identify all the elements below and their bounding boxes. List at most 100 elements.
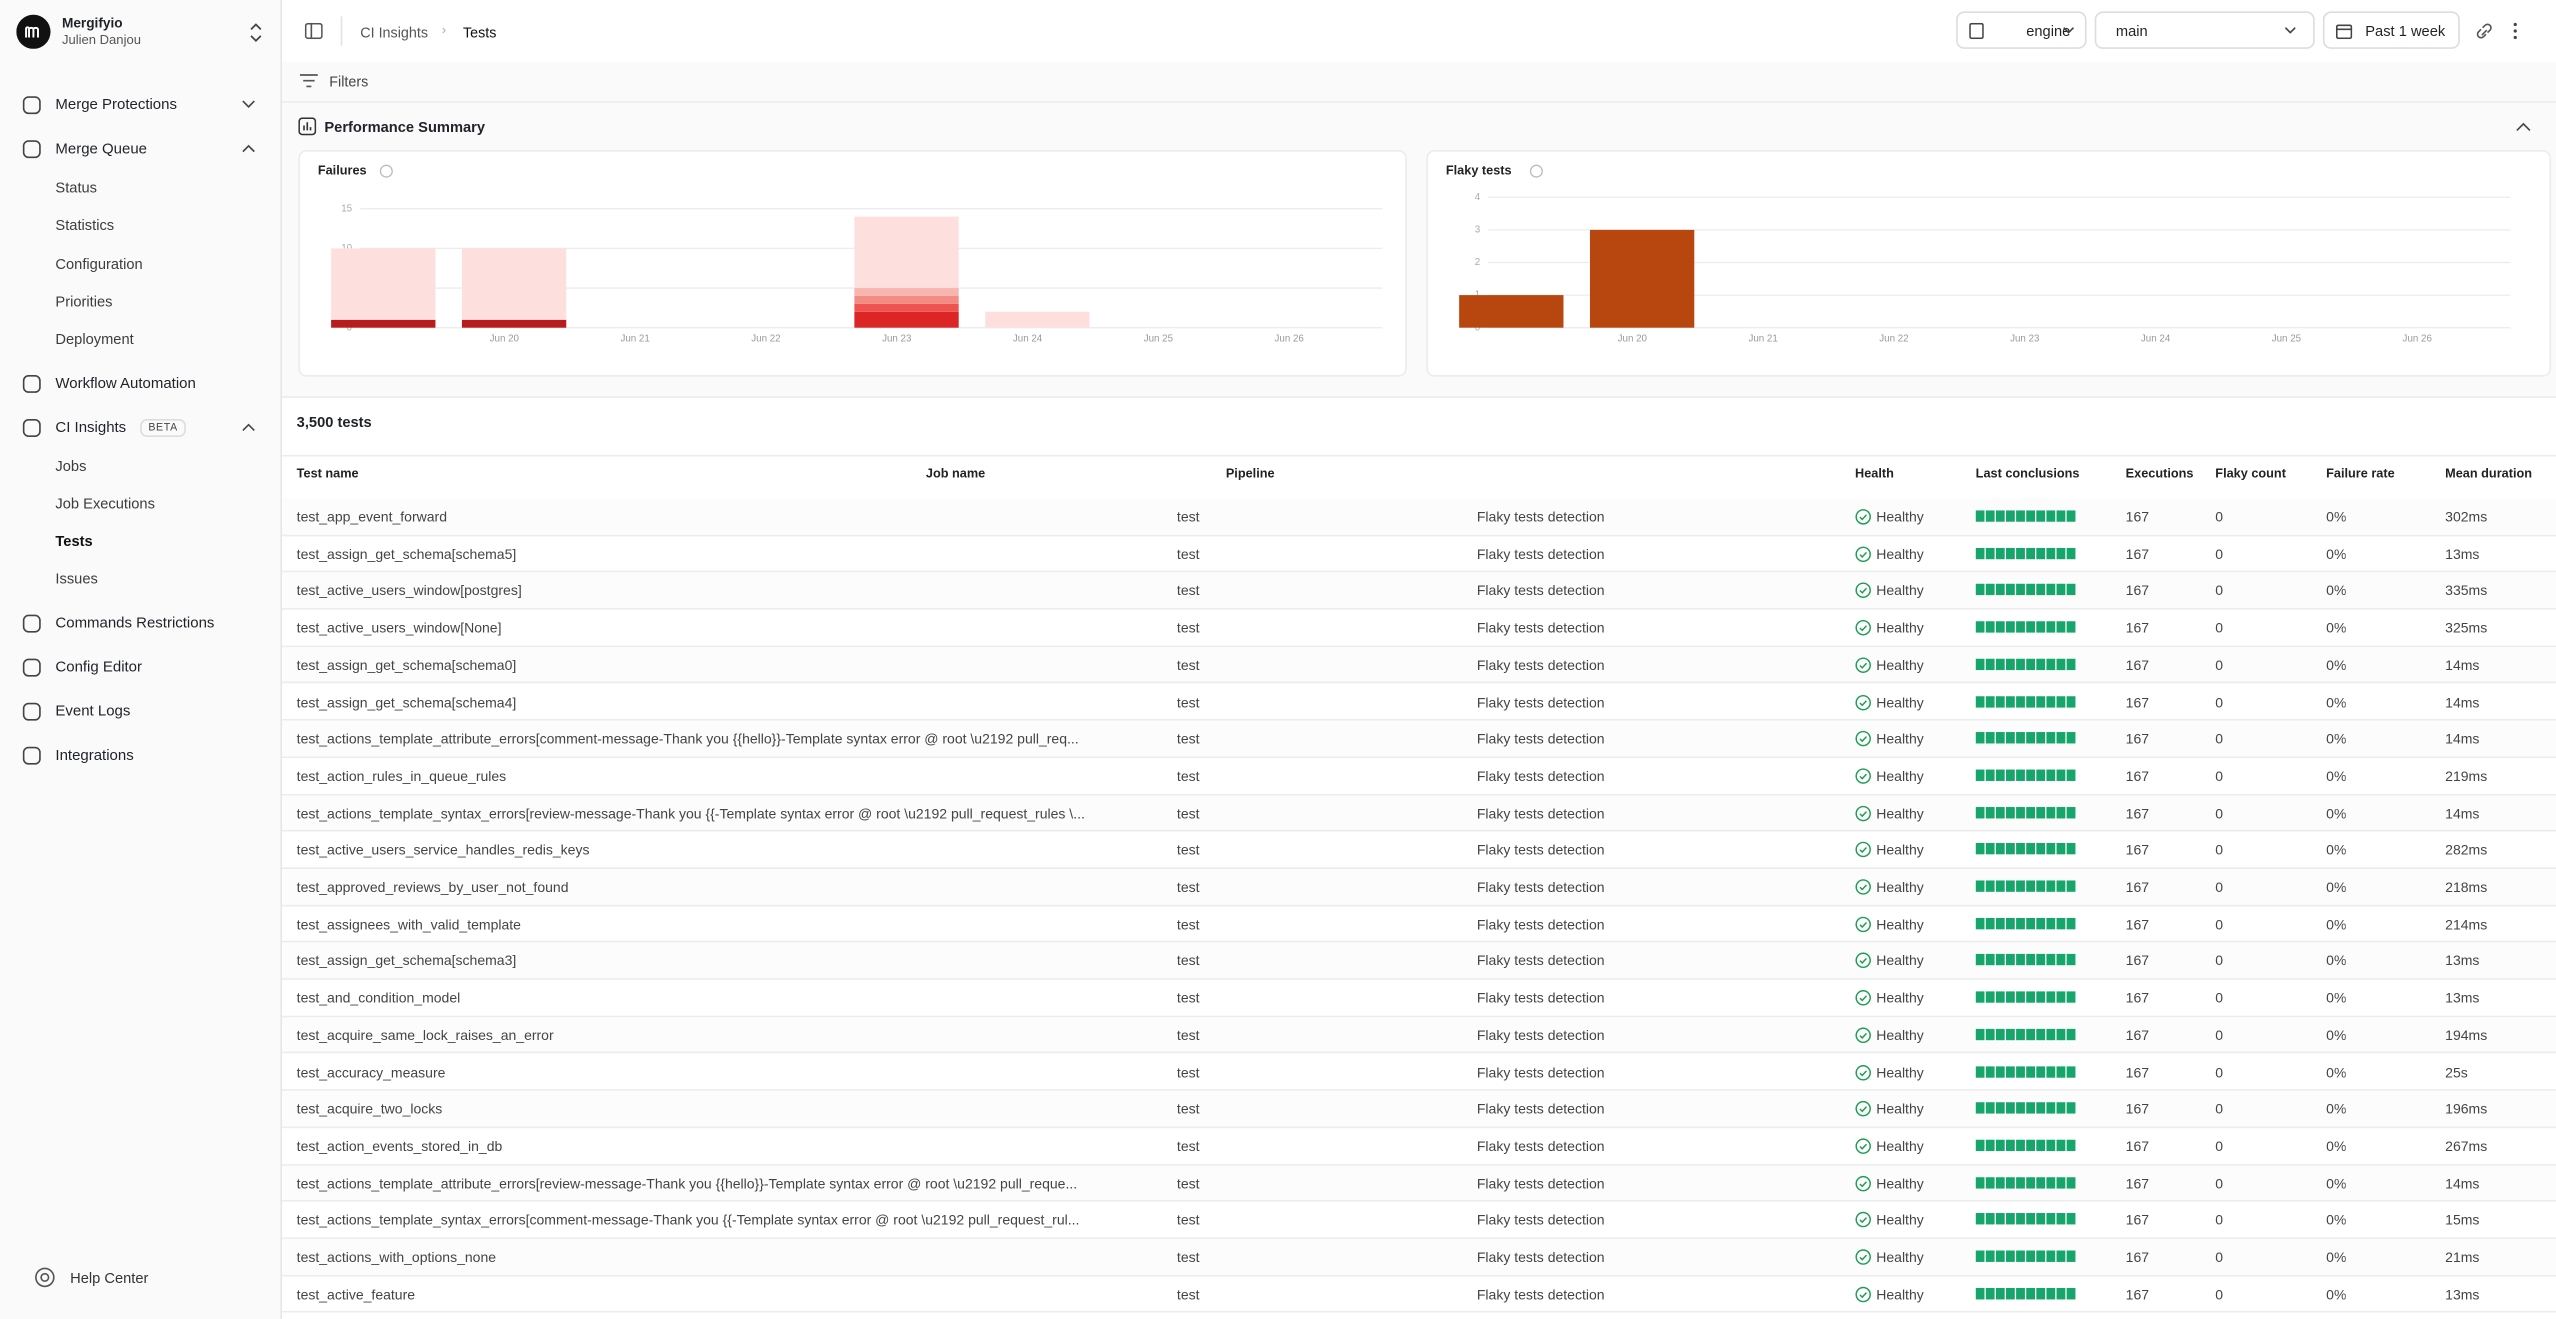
table-row[interactable] bbox=[282, 1202, 2556, 1240]
table-row[interactable] bbox=[282, 943, 2556, 980]
conclusion-square bbox=[2006, 843, 2015, 855]
last-conclusions bbox=[1975, 732, 2076, 744]
nav-chevron[interactable] bbox=[241, 143, 256, 153]
more-menu[interactable] bbox=[2512, 21, 2519, 41]
nav-item[interactable]: Config Editor bbox=[55, 658, 143, 675]
table-row[interactable] bbox=[282, 1091, 2556, 1129]
nav-subitem[interactable]: Tests bbox=[55, 533, 93, 550]
table-cell: 167 bbox=[2125, 1174, 2150, 1192]
breadcrumb-link[interactable]: CI Insights bbox=[360, 24, 429, 41]
conclusion-square bbox=[1995, 1102, 2005, 1114]
conclusion-square bbox=[2026, 510, 2036, 522]
table-row[interactable] bbox=[282, 869, 2556, 906]
nav-subitem[interactable]: Status bbox=[55, 179, 98, 196]
nav-subitem[interactable]: Deployment bbox=[55, 331, 134, 348]
column-header[interactable]: Flaky count bbox=[2215, 466, 2286, 481]
branch-select[interactable]: main bbox=[2094, 11, 2315, 49]
conclusion-square bbox=[1985, 1139, 1995, 1151]
table-row[interactable] bbox=[282, 609, 2556, 647]
repo-icon bbox=[1969, 22, 1984, 40]
nav-item[interactable]: Event Logs bbox=[55, 702, 131, 719]
column-header[interactable]: Test name bbox=[296, 466, 359, 481]
table-row[interactable] bbox=[282, 683, 2556, 721]
sidebar-toggle[interactable] bbox=[304, 22, 323, 40]
table-row[interactable] bbox=[282, 720, 2556, 758]
icon-shape bbox=[1859, 551, 1868, 558]
table-row[interactable] bbox=[282, 794, 2556, 832]
table-cell: 13ms bbox=[2445, 989, 2480, 1007]
table-row[interactable] bbox=[282, 757, 2556, 795]
icon-shape bbox=[22, 746, 41, 765]
table-cell: Healthy bbox=[1876, 878, 1924, 896]
column-header[interactable]: Health bbox=[1855, 466, 1894, 481]
conclusion-square bbox=[1975, 1139, 1985, 1151]
help-center[interactable]: Help Center bbox=[70, 1270, 149, 1287]
y-tick-label: 0 bbox=[347, 322, 353, 333]
nav-item[interactable]: Commands Restrictions bbox=[55, 614, 215, 631]
nav-subitem[interactable]: Priorities bbox=[55, 293, 113, 310]
nav-item[interactable]: Merge Queue bbox=[55, 140, 148, 157]
nav-subitem[interactable]: Jobs bbox=[55, 457, 87, 474]
table-row[interactable] bbox=[282, 1239, 2556, 1277]
table-row[interactable] bbox=[282, 1128, 2556, 1166]
table-row[interactable] bbox=[282, 535, 2556, 573]
nav-subitem[interactable]: Statistics bbox=[55, 217, 115, 234]
breadcrumb-current: Tests bbox=[462, 24, 497, 41]
table-row[interactable] bbox=[282, 1017, 2556, 1055]
table-row[interactable] bbox=[282, 905, 2556, 943]
table-row[interactable] bbox=[282, 831, 2556, 869]
table-cell: 167 bbox=[2125, 730, 2150, 748]
table-row[interactable] bbox=[282, 1165, 2556, 1203]
icon-shape bbox=[1855, 583, 1871, 599]
period-select[interactable]: Past 1 week bbox=[2322, 11, 2460, 49]
icon-shape bbox=[1859, 1217, 1868, 1224]
column-header[interactable]: Job name bbox=[925, 466, 986, 481]
conclusion-square bbox=[2016, 695, 2025, 707]
repository-select[interactable]: engine bbox=[1956, 11, 2087, 49]
user-name[interactable]: Julien Danjou bbox=[61, 32, 141, 48]
conclusion-square bbox=[2036, 732, 2046, 744]
table-row[interactable] bbox=[282, 980, 2556, 1018]
filters-button[interactable]: Filters bbox=[329, 73, 369, 90]
icon-shape bbox=[1855, 1101, 1871, 1117]
conclusion-square bbox=[2026, 880, 2036, 892]
table-cell: test bbox=[1176, 804, 1200, 822]
table-cell: test bbox=[1176, 656, 1200, 674]
share-link[interactable] bbox=[2474, 23, 2494, 39]
table-cell: 0 bbox=[2215, 508, 2224, 525]
table-row[interactable] bbox=[282, 572, 2556, 610]
column-header[interactable]: Failure rate bbox=[2326, 466, 2395, 481]
table-cell: 167 bbox=[2125, 545, 2150, 562]
health-icon bbox=[1855, 1249, 1871, 1265]
column-header[interactable]: Last conclusions bbox=[1975, 466, 2080, 481]
filter-icon[interactable] bbox=[299, 73, 318, 88]
conclusion-square bbox=[2026, 806, 2036, 818]
table-row[interactable] bbox=[282, 646, 2556, 684]
table-row[interactable] bbox=[282, 1054, 2556, 1092]
table-cell: 0 bbox=[2215, 545, 2224, 562]
column-header[interactable]: Pipeline bbox=[1225, 466, 1275, 481]
nav-subitem[interactable]: Issues bbox=[55, 571, 98, 588]
table-row[interactable] bbox=[282, 498, 2556, 536]
collapse-toggle[interactable] bbox=[2515, 121, 2531, 132]
org-logo bbox=[16, 14, 51, 49]
health-icon bbox=[1855, 1064, 1871, 1080]
nav-chevron[interactable] bbox=[241, 99, 256, 109]
nav-item[interactable]: Workflow Automation bbox=[55, 374, 196, 391]
table-row[interactable] bbox=[282, 1276, 2556, 1314]
column-header[interactable]: Executions bbox=[2125, 466, 2194, 481]
org-switcher[interactable] bbox=[248, 21, 264, 44]
icon-shape bbox=[1859, 884, 1868, 891]
table-cell: test bbox=[1176, 1100, 1200, 1118]
nav-chevron[interactable] bbox=[241, 421, 256, 431]
table-cell: 0% bbox=[2326, 693, 2347, 711]
nav-subitem[interactable]: Job Executions bbox=[55, 495, 155, 512]
conclusion-square bbox=[2036, 1139, 2046, 1151]
conclusion-square bbox=[1995, 843, 2005, 855]
nav-item[interactable]: Merge Protections bbox=[55, 96, 177, 113]
table-cell: 25s bbox=[2445, 1063, 2468, 1081]
nav-item[interactable]: Integrations bbox=[55, 746, 134, 763]
column-header[interactable]: Mean duration bbox=[2445, 466, 2533, 481]
nav-item[interactable]: CI Insights bbox=[55, 418, 127, 435]
nav-subitem[interactable]: Configuration bbox=[55, 255, 143, 272]
